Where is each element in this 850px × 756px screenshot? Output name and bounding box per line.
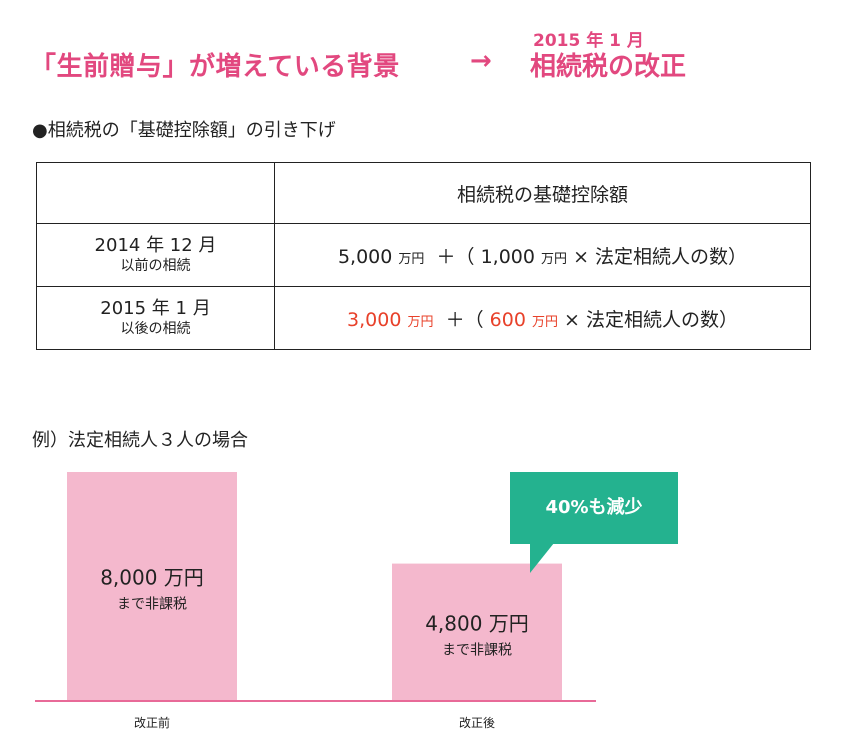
per-heir-amount: 1,000 <box>480 245 535 268</box>
table-row: 2014 年 12 月 以前の相続 5,000 万円 ＋（ 1,000 万円 ×… <box>36 223 811 287</box>
table-header-row: 相続税の基礎控除額 <box>36 162 811 224</box>
formula-cell: 5,000 万円 ＋（ 1,000 万円 × 法定相続人の数） <box>274 223 811 287</box>
reduction-callout: 40%も減少 <box>510 472 678 544</box>
table-corner-cell <box>36 162 275 224</box>
example-heading: 例）法定相続人３人の場合 <box>32 430 248 451</box>
basic-deduction-table: 相続税の基礎控除額 2014 年 12 月 以前の相続 5,000 万円 ＋（ … <box>36 162 811 350</box>
headline-background: 「生前贈与」が増えている背景 <box>30 52 400 82</box>
category-label: 改正後 <box>459 716 495 730</box>
bar-1 <box>392 563 562 701</box>
table-column-header: 相続税の基礎控除額 <box>274 162 811 224</box>
per-heir-unit: 万円 <box>531 314 558 330</box>
period-label: 2015 年 1 月 <box>100 298 211 319</box>
base-amount: 3,000 <box>347 308 402 331</box>
per-heir-unit: 万円 <box>541 251 568 267</box>
bar-value-label: 4,800 万円 <box>425 611 529 635</box>
period-sublabel: 以後の相続 <box>120 321 191 337</box>
column-header-label: 相続税の基礎控除額 <box>456 183 628 206</box>
period-cell: 2014 年 12 月 以前の相続 <box>36 223 275 287</box>
deduction-formula: 5,000 万円 ＋（ 1,000 万円 × 法定相続人の数） <box>338 246 747 268</box>
base-unit: 万円 <box>398 251 425 267</box>
category-label: 改正前 <box>134 715 170 730</box>
formula-tail: × 法定相続人の数） <box>573 245 748 268</box>
revision-date: 2015 年 1 月 <box>533 31 644 51</box>
deduction-formula: 3,000 万円 ＋（ 600 万円 × 法定相続人の数） <box>347 309 738 331</box>
formula-tail: × 法定相続人の数） <box>564 308 738 331</box>
arrow-icon: → <box>470 46 492 76</box>
period-sublabel: 以前の相続 <box>120 258 191 274</box>
table-row: 2015 年 1 月 以後の相続 3,000 万円 ＋（ 600 万円 × 法定… <box>36 286 811 350</box>
plus-paren: ＋（ <box>445 308 484 331</box>
plus-paren: ＋（ <box>436 245 475 268</box>
period-cell: 2015 年 1 月 以後の相続 <box>36 286 275 350</box>
period-label: 2014 年 12 月 <box>94 235 217 256</box>
bar-sub-label: まで非課税 <box>117 597 187 613</box>
bar-value-label: 8,000 万円 <box>100 566 204 590</box>
formula-cell: 3,000 万円 ＋（ 600 万円 × 法定相続人の数） <box>274 286 811 350</box>
callout-pointer <box>530 543 554 573</box>
bar-sub-label: まで非課税 <box>442 642 512 658</box>
bar-0 <box>67 472 237 701</box>
section-heading: ●相続税の「基礎控除額」の引き下げ <box>32 120 336 141</box>
headline-revision-title: 相続税の改正 <box>530 52 687 82</box>
base-unit: 万円 <box>407 314 434 330</box>
per-heir-amount: 600 <box>489 308 526 331</box>
base-amount: 5,000 <box>337 245 393 268</box>
